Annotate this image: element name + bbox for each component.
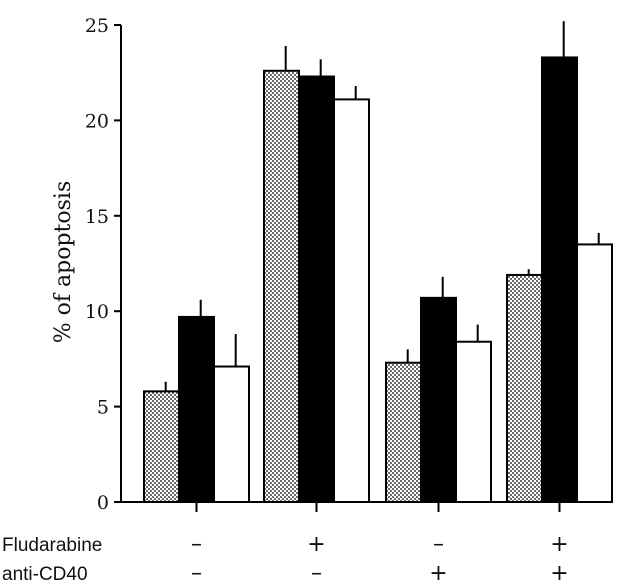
bar-solid-group-3 [420, 296, 457, 503]
condition-sign: – [191, 532, 202, 557]
condition-sign: + [550, 532, 568, 557]
y-tick-label: 20 [85, 110, 109, 132]
bar-solid-group-4 [541, 56, 578, 503]
y-tick-label: 5 [97, 397, 109, 419]
bar-open-group-3 [455, 340, 492, 503]
y-tick-label: 0 [97, 492, 109, 514]
condition-sign: + [429, 561, 447, 586]
condition-sign: + [550, 561, 568, 586]
condition-label-1: Fludarabine [2, 535, 102, 556]
y-axis-title: % of apoptosis [51, 181, 76, 344]
bar-dotted-group-2 [263, 69, 300, 504]
bar-open-group-4 [576, 243, 613, 503]
condition-sign: – [433, 532, 444, 557]
condition-sign: + [307, 532, 325, 557]
y-tick-label: 25 [85, 15, 109, 37]
bar-solid-group-1 [178, 315, 215, 504]
bar-dotted-group-3 [385, 361, 422, 503]
bar-dotted-group-1 [143, 390, 180, 503]
bar-open-group-1 [213, 365, 250, 504]
bar-solid-group-2 [298, 75, 335, 504]
y-tick-label: 15 [85, 206, 109, 228]
bar-open-group-2 [333, 98, 370, 504]
bar-dotted-group-4 [506, 273, 543, 503]
y-tick-label: 10 [85, 301, 109, 323]
condition-label-2: anti-CD40 [2, 564, 88, 585]
condition-sign: – [191, 561, 202, 586]
condition-sign: – [311, 561, 322, 586]
y-axis-label: % of apoptosis [51, 181, 76, 344]
y-axis-ticks: 0 5 10 15 20 25 [85, 15, 121, 514]
condition-table: Fludarabine – + – + anti-CD40 – – + + [2, 532, 569, 586]
bars [143, 21, 613, 504]
